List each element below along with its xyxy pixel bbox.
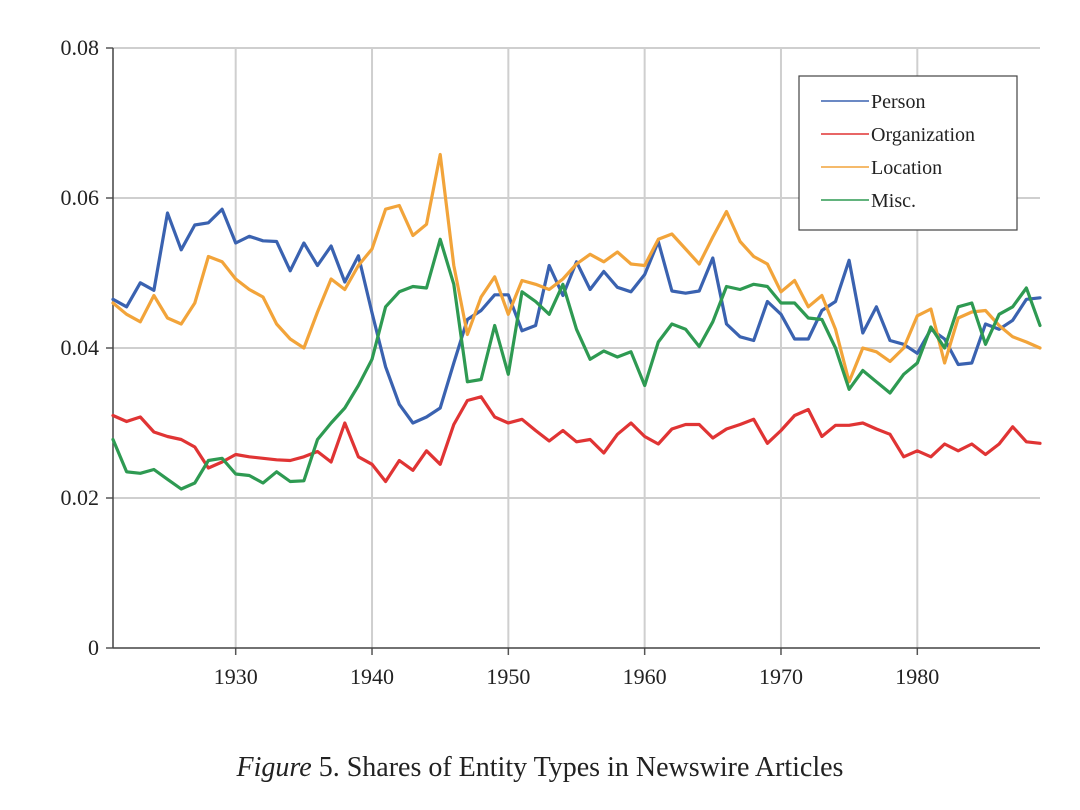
legend-label: Organization bbox=[871, 124, 975, 146]
series-line-person bbox=[111, 207, 1042, 425]
y-tick-label: 0 bbox=[88, 635, 99, 660]
figure-caption: Figure 5. Shares of Entity Types in News… bbox=[0, 752, 1080, 784]
x-tick-label: 1970 bbox=[759, 664, 803, 689]
legend: Person Organization Location Misc. bbox=[798, 75, 1018, 231]
x-tick-label: 1960 bbox=[623, 664, 667, 689]
grid bbox=[113, 47, 1040, 648]
y-tick-label: 0.04 bbox=[61, 335, 100, 360]
y-tick-label: 0.08 bbox=[61, 35, 100, 60]
line-chart: 0 0.02 0.04 0.06 0.08 1930 1940 1950 1960 1970 198… bbox=[61, 35, 1042, 689]
legend-label: Person bbox=[871, 91, 925, 113]
series-lines bbox=[111, 152, 1042, 491]
series-line-location bbox=[111, 152, 1042, 384]
x-tick-label: 1930 bbox=[214, 664, 258, 689]
series-line-organization bbox=[111, 395, 1042, 484]
axes: 0 0.02 0.04 0.06 0.08 1930 1940 1950 1960 1970 198… bbox=[61, 35, 1040, 689]
legend-label: Location bbox=[871, 157, 942, 179]
x-tick-label: 1950 bbox=[486, 664, 530, 689]
caption-prefix: Figure bbox=[236, 752, 312, 783]
y-tick-label: 0.02 bbox=[61, 485, 100, 510]
x-tick-label: 1940 bbox=[350, 664, 394, 689]
legend-label: Misc. bbox=[871, 190, 916, 212]
caption-text: 5. Shares of Entity Types in Newswire Ar… bbox=[311, 752, 844, 783]
y-tick-label: 0.06 bbox=[61, 185, 100, 210]
x-tick-label: 1980 bbox=[895, 664, 939, 689]
series-line-misc bbox=[111, 237, 1042, 491]
